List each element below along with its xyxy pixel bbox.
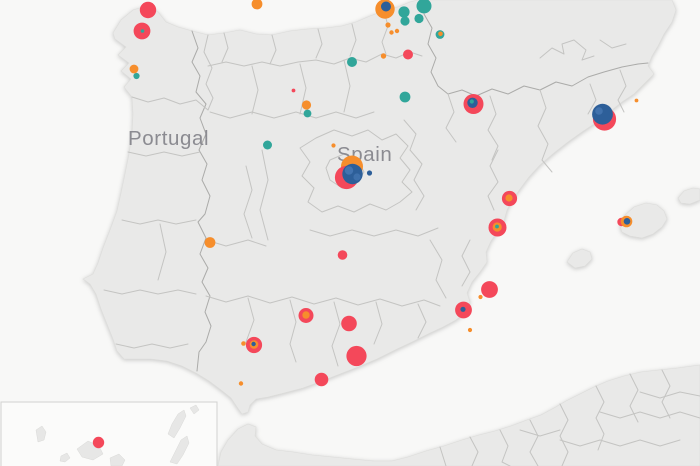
- map-bubble[interactable]: [129, 64, 139, 74]
- map-bubble[interactable]: [347, 57, 357, 67]
- map-bubble[interactable]: [301, 100, 312, 110]
- map-bubble[interactable]: [303, 109, 312, 118]
- map-bubble[interactable]: [394, 28, 400, 34]
- map-bubble[interactable]: [414, 13, 424, 24]
- map-bubble[interactable]: [337, 250, 348, 260]
- landmasses: [82, 0, 700, 466]
- map-bubble[interactable]: [263, 140, 272, 150]
- map-bubble[interactable]: [467, 327, 473, 333]
- map-bubble[interactable]: [331, 143, 336, 148]
- bubble-layer: [92, 0, 639, 449]
- map-bubble[interactable]: [204, 237, 216, 248]
- map-bubble[interactable]: [314, 372, 329, 387]
- admin-borders: [103, 10, 700, 466]
- map-bubble[interactable]: [389, 30, 394, 35]
- map-bubble[interactable]: [241, 341, 246, 346]
- map-bubble[interactable]: [251, 0, 263, 10]
- map-bubble[interactable]: [302, 311, 310, 319]
- map-bubble[interactable]: [403, 49, 413, 60]
- map-bubble[interactable]: [481, 281, 498, 298]
- map-bubble[interactable]: [469, 99, 474, 104]
- iberia-landmass: [82, 0, 677, 415]
- map-bubble[interactable]: [381, 1, 391, 12]
- map-bubble[interactable]: [505, 194, 513, 202]
- map-bubble[interactable]: [133, 72, 140, 80]
- map-bubble[interactable]: [238, 381, 244, 386]
- menorca-island: [677, 187, 700, 205]
- mallorca-island: [619, 202, 668, 239]
- pyrenees-border: [423, 13, 649, 97]
- map-bubble[interactable]: [399, 91, 411, 103]
- africa-landmass: [217, 364, 700, 466]
- map-bubble[interactable]: [251, 341, 256, 347]
- map-bubble[interactable]: [341, 315, 357, 332]
- map-bubble[interactable]: [139, 1, 157, 19]
- map-bubble[interactable]: [595, 107, 603, 115]
- map-bubble[interactable]: [495, 224, 499, 229]
- map-bubble[interactable]: [400, 16, 410, 26]
- canary-inset: [0, 401, 218, 466]
- map-bubble[interactable]: [398, 6, 410, 18]
- map-bubble[interactable]: [342, 163, 363, 185]
- map-bubble[interactable]: [380, 53, 387, 59]
- map-bubble[interactable]: [344, 166, 354, 175]
- map-bubble[interactable]: [438, 31, 443, 37]
- map-bubble[interactable]: [353, 173, 361, 181]
- map-bubble[interactable]: [460, 306, 466, 312]
- map-bubble[interactable]: [623, 218, 631, 225]
- map-bubble[interactable]: [291, 88, 296, 93]
- ibiza-island: [566, 248, 593, 269]
- map-bubble[interactable]: [416, 0, 432, 14]
- map-bubble[interactable]: [478, 294, 483, 300]
- portugal-label: Portugal: [128, 127, 209, 150]
- map-bubble[interactable]: [346, 345, 367, 367]
- map-bubble[interactable]: [592, 103, 613, 125]
- map-bubble[interactable]: [140, 29, 145, 33]
- map-bubble[interactable]: [385, 22, 391, 28]
- map-bubble[interactable]: [634, 98, 639, 103]
- portugal-spain-border: [191, 30, 212, 372]
- map-bubble[interactable]: [366, 170, 373, 176]
- map-bubble[interactable]: [92, 436, 105, 449]
